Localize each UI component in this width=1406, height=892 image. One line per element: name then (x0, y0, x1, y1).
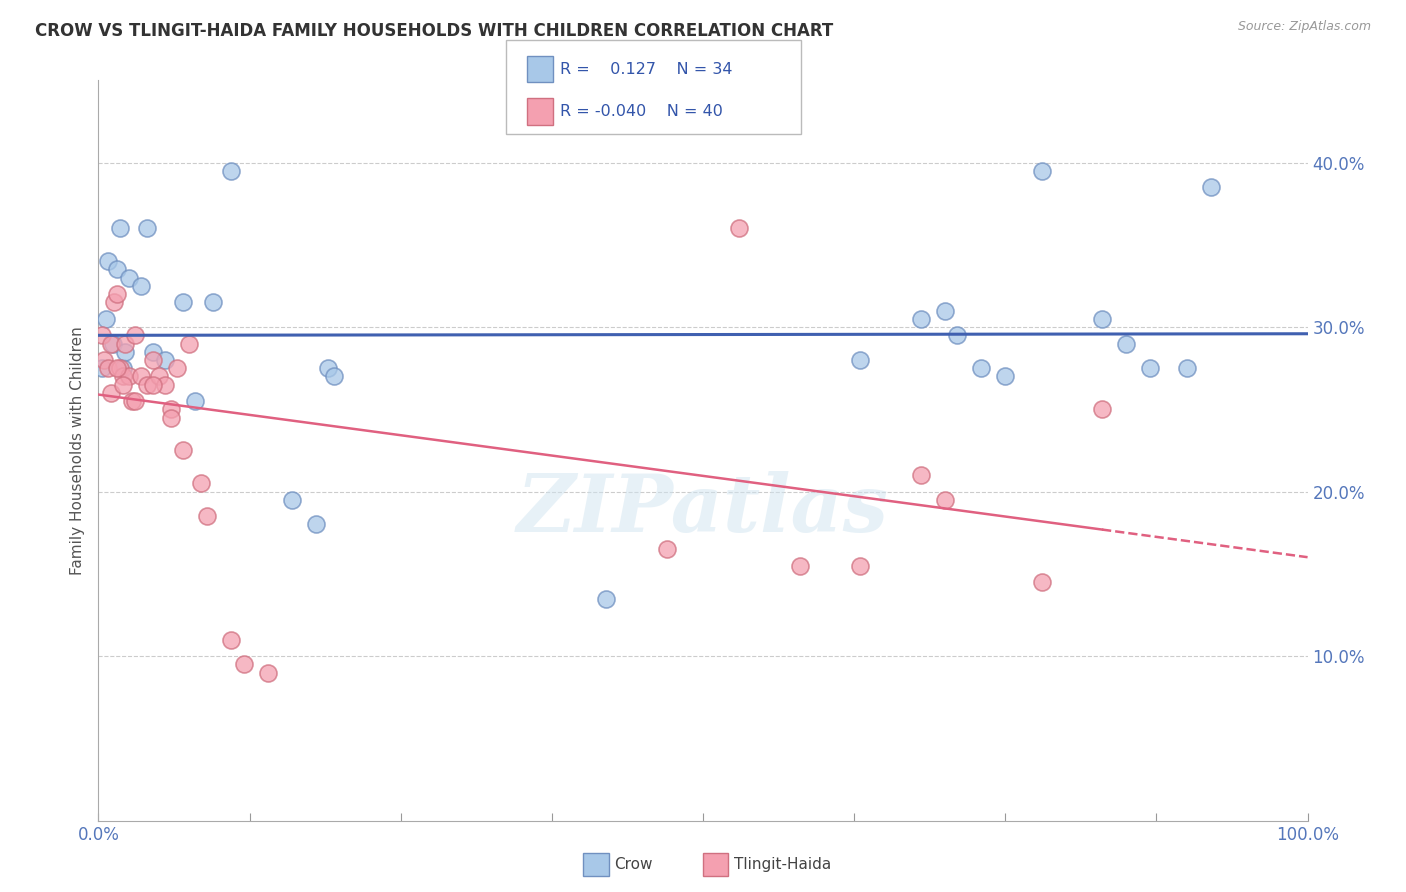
Point (934, 492, 956, 507)
Text: R =    0.127    N = 34: R = 0.127 N = 34 (560, 62, 733, 77)
Point (121, 394, 143, 409)
Point (129, 369, 152, 384)
Point (849, 558, 872, 573)
Point (93, 353, 115, 368)
Point (910, 468, 932, 483)
Point (135, 377, 157, 392)
Point (202, 295, 225, 310)
Point (108, 361, 131, 376)
Point (91, 328, 114, 343)
Point (221, 163, 243, 178)
Text: Tlingit-Haida: Tlingit-Haida (734, 857, 831, 871)
Point (789, 558, 811, 573)
Point (111, 369, 134, 384)
Point (114, 336, 136, 351)
Point (946, 328, 969, 343)
Point (172, 443, 194, 458)
Point (135, 221, 157, 235)
Point (970, 361, 993, 376)
Point (595, 591, 617, 606)
Point (934, 303, 956, 318)
Text: Crow: Crow (614, 857, 652, 871)
Point (1175, 361, 1198, 376)
Point (190, 476, 212, 491)
Y-axis label: Family Households with Children: Family Households with Children (69, 326, 84, 574)
Point (849, 353, 872, 368)
Point (129, 279, 152, 293)
Point (111, 377, 134, 392)
Point (1139, 361, 1161, 376)
Point (172, 295, 194, 310)
Point (142, 353, 165, 368)
Point (153, 353, 176, 368)
Point (323, 369, 346, 384)
Point (118, 270, 141, 285)
Point (97, 361, 120, 376)
Point (114, 344, 136, 359)
Point (655, 542, 678, 557)
Point (1031, 575, 1053, 590)
Point (111, 361, 134, 376)
Point (142, 377, 165, 392)
Point (160, 402, 183, 417)
Point (1199, 180, 1222, 194)
Point (108, 221, 131, 235)
Point (153, 377, 176, 392)
Point (994, 369, 1017, 384)
Point (1091, 311, 1114, 326)
Point (94, 311, 117, 326)
Point (100, 336, 122, 351)
Point (728, 221, 751, 235)
Point (142, 344, 165, 359)
Point (1091, 402, 1114, 417)
Point (910, 311, 932, 326)
Text: CROW VS TLINGIT-HAIDA FAMILY HOUSEHOLDS WITH CHILDREN CORRELATION CHART: CROW VS TLINGIT-HAIDA FAMILY HOUSEHOLDS … (35, 22, 834, 40)
Text: R = -0.040    N = 40: R = -0.040 N = 40 (560, 103, 723, 119)
Point (184, 394, 207, 409)
Point (97, 254, 120, 268)
Point (221, 632, 243, 647)
Point (166, 361, 188, 376)
Point (105, 287, 128, 301)
Point (105, 262, 128, 277)
Point (124, 328, 146, 343)
Point (118, 369, 141, 384)
Point (232, 657, 254, 672)
Point (316, 361, 339, 376)
Text: ZIPatlas: ZIPatlas (517, 471, 889, 549)
Point (148, 369, 170, 384)
Point (195, 509, 218, 524)
Point (1031, 163, 1053, 178)
Point (1115, 336, 1137, 351)
Point (91, 361, 114, 376)
Point (103, 295, 125, 310)
Point (305, 517, 328, 532)
Point (179, 336, 201, 351)
Text: Source: ZipAtlas.com: Source: ZipAtlas.com (1237, 20, 1371, 33)
Point (256, 665, 278, 680)
Point (100, 385, 122, 400)
Point (105, 361, 128, 376)
Point (124, 394, 146, 409)
Point (281, 492, 304, 507)
Point (101, 336, 124, 351)
Point (160, 410, 183, 425)
